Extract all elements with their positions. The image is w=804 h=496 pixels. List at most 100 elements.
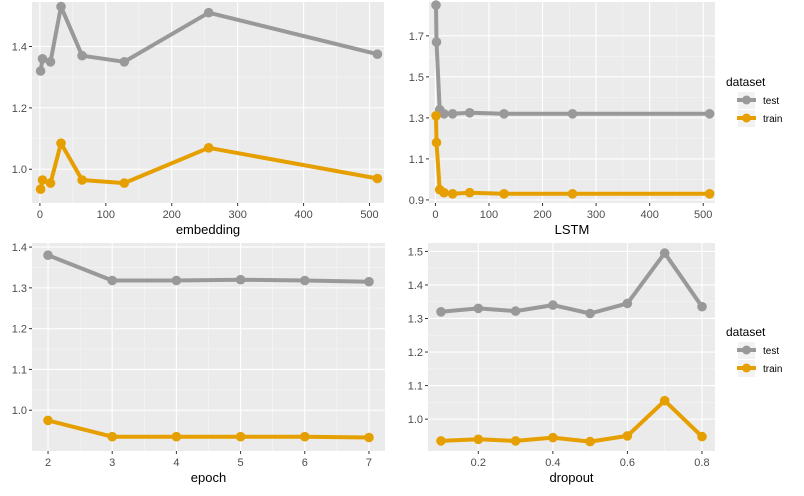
y-tick-label: 1.1 — [409, 154, 424, 166]
data-point-test — [510, 306, 521, 316]
chart-panel-4: 0.2 0.4 0.6 0.8 1.0 1.1 1.2 1.3 1.4 1.5 dropout — [408, 243, 715, 485]
data-point-train — [499, 189, 509, 199]
x-tick-label: 0 — [432, 209, 438, 221]
x-tick-label: 0.2 — [471, 457, 486, 469]
data-point-train — [659, 395, 670, 406]
data-point-train — [35, 184, 46, 194]
data-point-train — [45, 178, 56, 188]
data-point-train — [171, 431, 182, 442]
data-point-train — [77, 175, 87, 185]
data-point-train — [585, 436, 595, 447]
y-tick-label: 1.4 — [408, 280, 423, 292]
data-point-train — [107, 431, 117, 442]
y-tick-label: 1.2 — [408, 347, 423, 359]
data-point-test — [45, 57, 56, 67]
data-point-test — [43, 250, 53, 260]
y-tick-label: 1.5 — [408, 246, 423, 258]
data-point-train — [364, 432, 374, 443]
data-point-train — [431, 111, 441, 121]
data-point-test — [499, 109, 509, 119]
data-point-train — [697, 431, 707, 442]
chart-panels: 0 100 200 300 400 500 1.0 1.2 1.4 embedding 0 100 20… — [12, 0, 715, 485]
legend-title: dataset — [726, 75, 766, 89]
data-point-train — [704, 189, 715, 199]
x-axis-title: LSTM — [555, 222, 590, 237]
x-tick-label: 4 — [173, 457, 179, 469]
y-tick-label: 1.4 — [12, 242, 27, 254]
data-point-test — [548, 300, 558, 310]
legend-key-point-test — [742, 345, 751, 355]
series-line-test — [439, 251, 704, 316]
data-point-test — [567, 109, 578, 119]
x-axis-title: dropout — [549, 470, 593, 485]
data-point-train — [43, 415, 53, 426]
x-tick-label: 200 — [163, 209, 181, 221]
data-point-test — [431, 37, 442, 47]
x-tick-label: 100 — [97, 209, 115, 221]
y-tick-label: 1.0 — [12, 405, 27, 417]
data-point-test — [300, 275, 310, 286]
legend-key-point-train — [742, 113, 751, 123]
legend-bottom: dataset test train — [726, 325, 782, 377]
data-point-train — [447, 189, 458, 199]
panel-background — [428, 243, 715, 451]
x-axis-title: epoch — [191, 470, 226, 485]
data-point-test — [35, 66, 46, 76]
y-tick-label: 1.5 — [409, 72, 424, 84]
data-point-train — [622, 431, 633, 441]
x-tick-label: 100 — [480, 209, 498, 221]
data-point-test — [171, 275, 182, 286]
series-line-test — [46, 253, 371, 284]
legend-label-train: train — [763, 364, 782, 375]
data-point-test — [119, 57, 130, 67]
x-tick-label: 200 — [533, 209, 551, 221]
data-point-test — [447, 109, 458, 119]
data-point-train — [510, 436, 521, 446]
panel-background — [429, 2, 715, 203]
x-axis-title: embedding — [176, 222, 240, 237]
data-point-test — [56, 1, 66, 12]
panel-background — [32, 2, 384, 203]
data-point-train — [300, 431, 310, 442]
data-point-test — [77, 50, 87, 61]
x-tick-label: 0 — [37, 209, 43, 221]
x-tick-label: 3 — [109, 457, 115, 469]
data-point-train — [119, 178, 130, 188]
y-tick-label: 1.2 — [12, 103, 27, 115]
data-point-test — [436, 307, 446, 317]
y-tick-label: 1.2 — [12, 324, 27, 336]
data-point-train — [567, 189, 578, 199]
data-point-test — [473, 303, 484, 314]
legend-label-test: test — [763, 96, 779, 107]
data-point-test — [372, 49, 383, 59]
data-point-train — [37, 175, 48, 185]
data-point-test — [622, 298, 633, 309]
data-point-train — [548, 432, 558, 443]
data-point-test — [439, 109, 449, 119]
data-point-test — [697, 301, 707, 312]
y-tick-label: 1.0 — [12, 164, 27, 176]
x-tick-label: 400 — [640, 209, 658, 221]
data-point-test — [585, 308, 595, 319]
y-tick-label: 1.1 — [408, 381, 423, 393]
data-point-train — [431, 137, 442, 148]
y-tick-label: 1.4 — [12, 41, 27, 53]
data-point-test — [235, 274, 246, 285]
data-point-train — [203, 143, 214, 153]
data-point-test — [659, 248, 670, 258]
x-tick-label: 400 — [294, 209, 312, 221]
y-tick-label: 0.9 — [409, 195, 424, 207]
y-tick-label: 1.3 — [12, 283, 27, 295]
data-point-train — [473, 434, 484, 445]
chart-panel-3: 2 3 4 5 6 7 1.0 1.1 1.2 1.3 1.4 epoch — [12, 242, 385, 485]
legend-label-test: test — [763, 346, 779, 357]
data-point-test — [364, 276, 374, 287]
data-point-train — [464, 187, 475, 198]
y-tick-label: 1.7 — [409, 31, 424, 43]
x-tick-label: 500 — [694, 209, 712, 221]
legend-title: dataset — [726, 325, 766, 339]
x-tick-label: 0.6 — [620, 457, 635, 469]
legend-label-train: train — [763, 114, 782, 125]
x-tick-label: 300 — [587, 209, 605, 221]
